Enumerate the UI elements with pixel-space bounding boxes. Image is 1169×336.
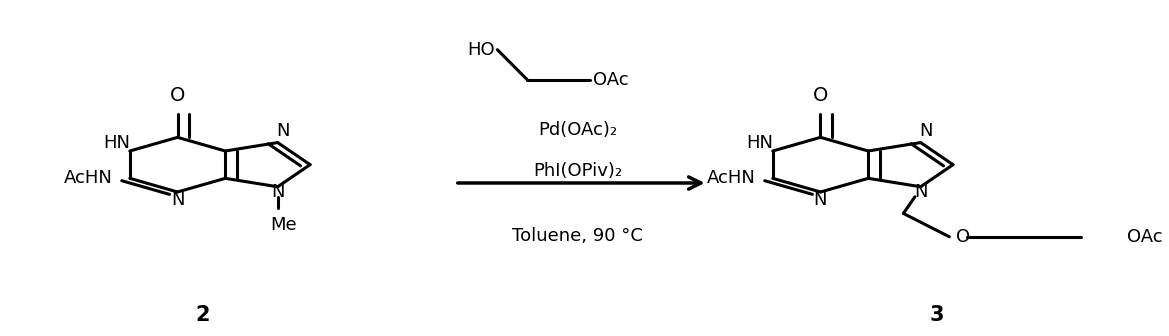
Text: 2: 2: [195, 305, 209, 325]
Text: 3: 3: [929, 305, 945, 325]
Text: N: N: [271, 183, 284, 201]
Text: AcHN: AcHN: [64, 169, 112, 187]
Text: OAc: OAc: [1127, 228, 1163, 246]
Text: Toluene, 90 °C: Toluene, 90 °C: [512, 227, 643, 245]
Text: N: N: [914, 183, 927, 201]
Text: OAc: OAc: [593, 71, 628, 89]
Text: N: N: [814, 191, 828, 209]
Text: N: N: [920, 122, 933, 140]
Text: N: N: [277, 122, 290, 140]
Text: O: O: [956, 228, 970, 246]
Text: HN: HN: [103, 134, 130, 152]
Text: Me: Me: [270, 216, 297, 234]
Text: O: O: [170, 86, 185, 105]
Text: AcHN: AcHN: [707, 169, 755, 187]
Text: HO: HO: [468, 41, 496, 59]
Text: HN: HN: [746, 134, 773, 152]
Text: PhI(OPiv)₂: PhI(OPiv)₂: [533, 162, 622, 180]
Text: Pd(OAc)₂: Pd(OAc)₂: [538, 121, 617, 139]
Text: N: N: [171, 191, 185, 209]
Text: O: O: [812, 86, 828, 105]
